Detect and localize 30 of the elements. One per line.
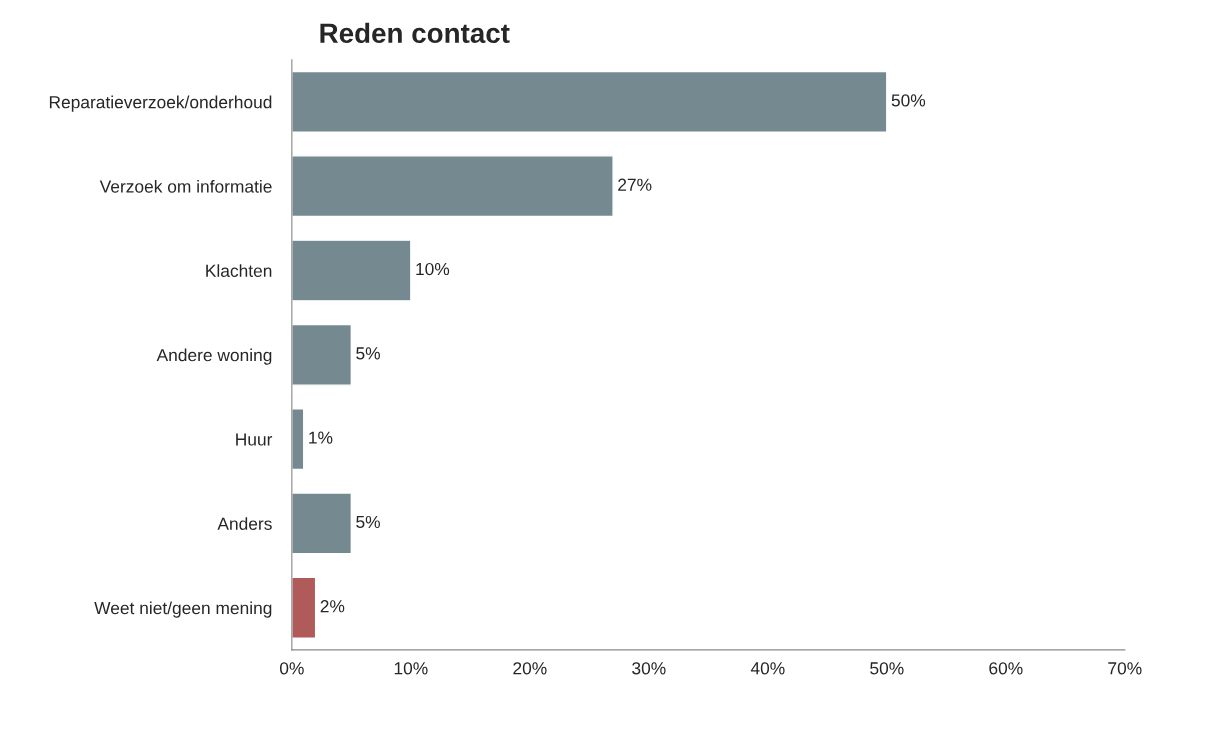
y-tick-label: Andere woning <box>156 348 272 365</box>
data-label: 50% <box>891 94 926 107</box>
chart-title: Reden contact <box>320 22 510 44</box>
x-tick-label: 40% <box>750 662 785 675</box>
bar <box>291 492 353 555</box>
data-label: 10% <box>416 262 450 276</box>
bar <box>291 408 305 471</box>
data-label: 1% <box>309 431 333 444</box>
bar <box>291 323 353 386</box>
x-tick-label: 50% <box>870 662 904 675</box>
y-tick-label: Reparatieverzoek/onderhoud <box>49 95 272 112</box>
x-tick-label: 0% <box>279 662 304 675</box>
x-tick-label: 20% <box>513 662 547 675</box>
x-tick-label: 70% <box>1108 662 1142 675</box>
y-tick-label: Weet niet/geen mening <box>94 601 272 618</box>
y-tick-label: Verzoek om informatie <box>99 179 272 193</box>
bar <box>291 155 614 218</box>
bar <box>291 70 888 133</box>
x-tick-label: 10% <box>394 662 428 675</box>
data-label: 5% <box>356 347 380 360</box>
bar <box>291 239 412 302</box>
bar <box>291 576 317 639</box>
data-label: 27% <box>618 178 652 191</box>
x-tick-label: 60% <box>989 662 1023 675</box>
data-label: 2% <box>320 600 345 613</box>
y-tick-label: Anders <box>217 517 272 530</box>
data-label: 5% <box>356 515 380 529</box>
x-tick-label: 30% <box>632 662 666 675</box>
y-tick-label: Klachten <box>206 264 272 277</box>
y-tick-label: Huur <box>236 433 273 446</box>
